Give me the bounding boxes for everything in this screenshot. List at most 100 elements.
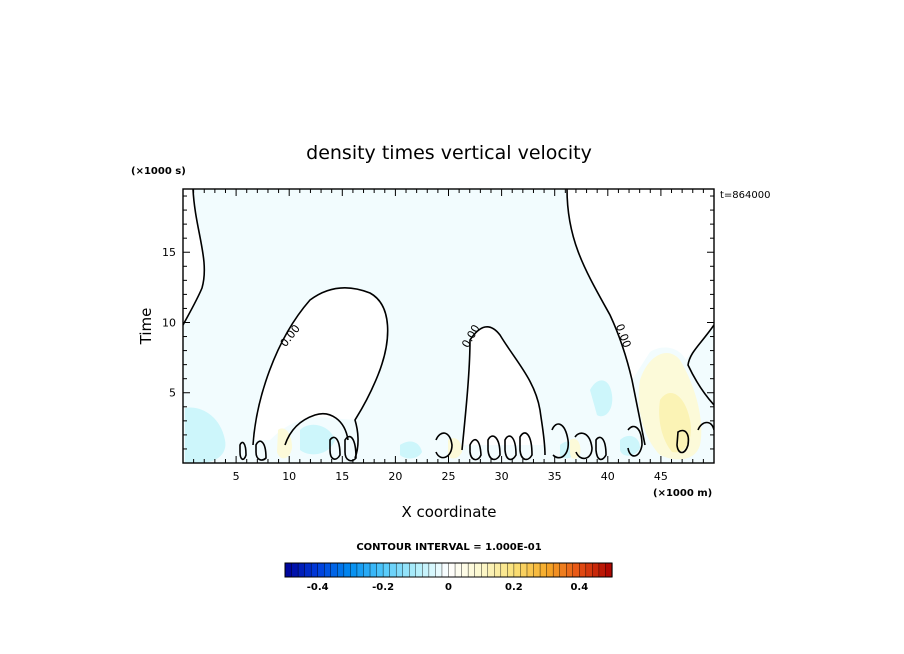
colorbar-cell [513, 562, 522, 578]
x-tick-label: 40 [601, 470, 615, 483]
colorbar-cell [598, 562, 607, 578]
colorbar-cell [369, 562, 378, 578]
contour-line-cell [435, 432, 453, 459]
colorbar-cell [409, 562, 417, 578]
y-unit-label: (×1000 s) [131, 166, 186, 177]
colorbar-cell [428, 562, 437, 578]
zero-contours [183, 189, 714, 462]
colorbar-cell [592, 562, 600, 578]
region-white-center [253, 287, 388, 440]
x-tick-label: 45 [654, 470, 668, 483]
colorbar-cell [337, 562, 345, 578]
contour-line-cell [487, 435, 501, 461]
colorbar-cell [402, 562, 410, 578]
colorbar-cell [585, 562, 593, 578]
colorbar-cell [363, 562, 371, 578]
contour-line-cell [239, 441, 247, 461]
plot-area: 0.00 0.00 0.00 [183, 189, 714, 463]
contour-line-cell [574, 432, 593, 460]
x-axis-title: X coordinate [401, 503, 496, 521]
colorbar-cell [605, 562, 613, 578]
colorbar-cell [350, 562, 358, 578]
colorbar-tick-label: 0 [445, 582, 452, 593]
colorbar-cell [330, 562, 338, 578]
y-tick-label: 10 [162, 316, 176, 329]
colorbar-cell [572, 562, 580, 578]
contour-line-cell [329, 436, 341, 460]
colorbar-cell [376, 562, 384, 578]
colorbar-cell [461, 562, 469, 578]
colorbar-tick-label: 0.2 [505, 582, 523, 593]
contour-line-center-inner [284, 413, 349, 446]
neg-patch [185, 407, 226, 463]
colorbar-cell [435, 562, 443, 578]
colorbar-cell [284, 562, 293, 578]
colorbar-cell [474, 562, 482, 578]
x-tick-label: 30 [495, 470, 509, 483]
colorbar-cell [520, 562, 528, 578]
colorbar-cell [324, 562, 332, 578]
colorbar-title: CONTOUR INTERVAL = 1.000E-01 [356, 542, 541, 553]
colorbar-cell [310, 562, 319, 578]
contour-line-cell [595, 436, 607, 461]
colorbar-cell [297, 562, 306, 578]
y-axis-ticks: 5 10 15 [162, 195, 714, 450]
pos-patch [659, 392, 691, 453]
colorbar-cell [467, 562, 476, 578]
colorbar-cell [422, 562, 430, 578]
colorbar-cell [317, 562, 325, 578]
negative-patches [185, 380, 640, 463]
neg-patch [400, 441, 422, 459]
colorbar-cell [559, 562, 567, 578]
colorbar-cell [382, 562, 391, 578]
contour-line-cell [676, 429, 690, 454]
colorbar-cell [500, 562, 508, 578]
contour-line-right [566, 189, 646, 446]
colorbar-cell [539, 562, 548, 578]
contour-line-mid [461, 326, 546, 456]
x-unit-label: (×1000 m) [653, 488, 712, 499]
colorbar-cell [304, 562, 312, 578]
colorbar-frame [284, 562, 613, 578]
contour-line-cell [255, 440, 267, 461]
x-tick-label: 20 [388, 470, 402, 483]
contour-line-cell [551, 423, 570, 459]
colorbar-cell [526, 562, 535, 578]
x-tick-label: 10 [282, 470, 296, 483]
region-white-left [183, 189, 205, 325]
neg-patch [300, 424, 335, 455]
colorbar-tick-label: -0.2 [372, 582, 394, 593]
pos-patch [570, 438, 581, 459]
colorbar-cell [566, 562, 574, 578]
region-white-right [567, 189, 714, 380]
colorbar-cell [291, 562, 299, 578]
x-tick-label: 5 [233, 470, 240, 483]
contour-line-cell [344, 435, 357, 462]
colorbar-cell [481, 562, 489, 578]
neg-patch [590, 380, 613, 417]
y-tick-label: 15 [162, 246, 176, 259]
contour-line-cell [504, 435, 517, 461]
x-tick-label: 15 [335, 470, 349, 483]
colorbar-cell [533, 562, 541, 578]
contour-line-cell [469, 438, 482, 461]
neg-patch [620, 435, 640, 456]
contour-line-cell [519, 432, 533, 461]
contour-line-far-right [687, 324, 714, 406]
colorbar-cell [494, 562, 502, 578]
colorbar-cell [343, 562, 351, 578]
colorbar-cell [579, 562, 587, 578]
y-axis-title: Time [137, 308, 155, 346]
colorbar-cell [454, 562, 463, 578]
colorbar-cell [546, 562, 554, 578]
colorbar-ticks: -0.4 -0.2 0 0.2 0.4 [307, 582, 588, 593]
colorbar-cell [441, 562, 450, 578]
y-tick-label: 5 [169, 387, 176, 400]
colorbar-cell [487, 562, 495, 578]
region-white-mid [462, 326, 545, 445]
time-stamp-label: t=864000 [720, 190, 770, 201]
colorbar-cell [395, 562, 404, 578]
colorbar-tick-label: -0.4 [307, 582, 329, 593]
x-axis-ticks: 5 10 15 20 25 30 35 40 45 [193, 189, 704, 483]
